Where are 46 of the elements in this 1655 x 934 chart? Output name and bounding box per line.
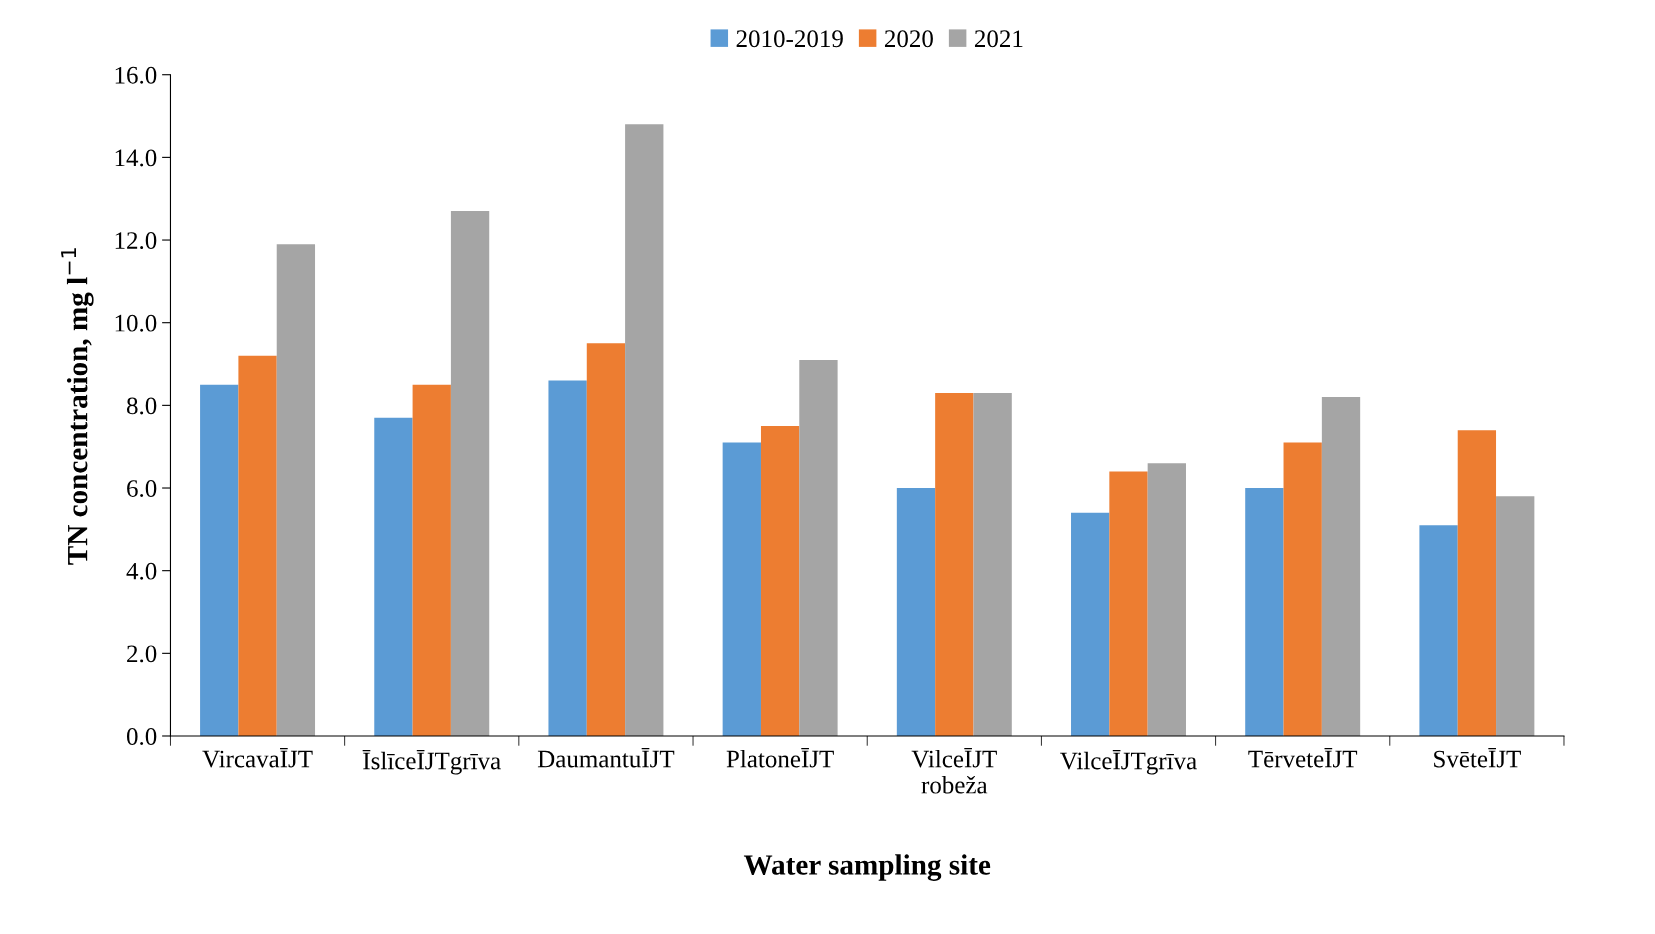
bar xyxy=(1245,488,1284,736)
bar xyxy=(935,392,974,736)
y-axis-title: TN concentration, mg l$^{−1}$ xyxy=(61,248,94,565)
y-tick-label: 8.0 xyxy=(126,397,157,415)
bar xyxy=(374,417,413,736)
x-tick-label: ĪslīceĪJTgrīva xyxy=(362,749,501,775)
bar xyxy=(1283,442,1322,736)
y-tick-label: 6.0 xyxy=(127,480,157,498)
bar xyxy=(200,384,239,736)
y-tick-label: 16.0 xyxy=(115,66,157,84)
bar xyxy=(450,211,490,736)
y-tick-label: 4.0 xyxy=(126,562,157,580)
bar xyxy=(722,442,761,736)
x-tick-label: VircavaĪJT xyxy=(202,747,313,768)
legend-label: 2020 xyxy=(884,30,933,48)
bar xyxy=(896,488,936,736)
bar xyxy=(586,343,626,736)
bar xyxy=(412,384,451,736)
y-tick-label: 2.0 xyxy=(127,645,157,663)
x-tick-label: DaumantuĪJT xyxy=(537,747,675,768)
bar xyxy=(1496,496,1535,736)
x-tick-label: TērveteĪJT xyxy=(1248,747,1358,768)
legend-label: 2021 xyxy=(974,30,1023,48)
bar xyxy=(1147,463,1186,736)
y-tick-label: 0.0 xyxy=(126,728,157,746)
bar xyxy=(1457,430,1497,736)
bar xyxy=(1109,471,1148,736)
bar xyxy=(276,244,316,736)
legend-label: 2010-2019 xyxy=(736,30,843,48)
x-tick-label: VilceĪJTgrīva xyxy=(1060,749,1197,775)
x-tick-label: PlatoneĪJT xyxy=(726,747,834,768)
x-tick-label: VilceĪJT robeža xyxy=(911,747,997,794)
y-tick-label: 14.0 xyxy=(115,149,157,167)
bar xyxy=(973,392,1012,736)
bar xyxy=(238,355,277,736)
bar xyxy=(799,359,838,736)
bar xyxy=(548,380,587,736)
bar xyxy=(1419,525,1458,736)
bar xyxy=(1071,512,1110,736)
bar xyxy=(1321,397,1361,736)
x-tick-label: SvēteĪJT xyxy=(1434,747,1521,768)
bar xyxy=(760,426,800,736)
bar xyxy=(625,124,664,736)
x-axis-title: Water sampling site xyxy=(743,854,991,881)
y-tick-label: 10.0 xyxy=(115,314,157,332)
y-tick-label: 12.0 xyxy=(115,232,157,250)
